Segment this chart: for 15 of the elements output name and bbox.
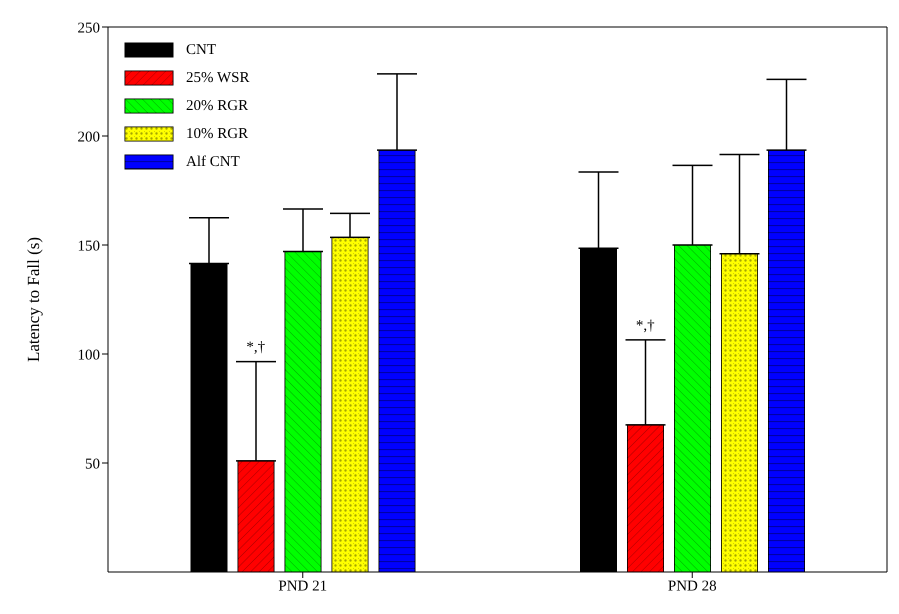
y-tick-label: 100 (78, 347, 100, 364)
x-tick-label: PND 28 (668, 578, 717, 595)
x-tick-label: PND 21 (278, 578, 328, 595)
y-tick-label: 150 (78, 238, 100, 254)
legend-label: 10% RGR (186, 126, 248, 142)
y-tick-label: 50 (85, 456, 100, 472)
legend-label: 25% WSR (186, 70, 250, 86)
y-axis-title: Latency to Fall (s) (24, 236, 44, 362)
legend-label: Alf CNT (186, 154, 240, 170)
annotation: *,† (246, 340, 266, 356)
y-tick-label: 200 (78, 129, 100, 146)
y-tick-label: 250 (78, 20, 100, 36)
legend-label: 20% RGR (186, 98, 248, 114)
legend-label: CNT (186, 42, 216, 58)
annotation: *,† (636, 318, 656, 334)
